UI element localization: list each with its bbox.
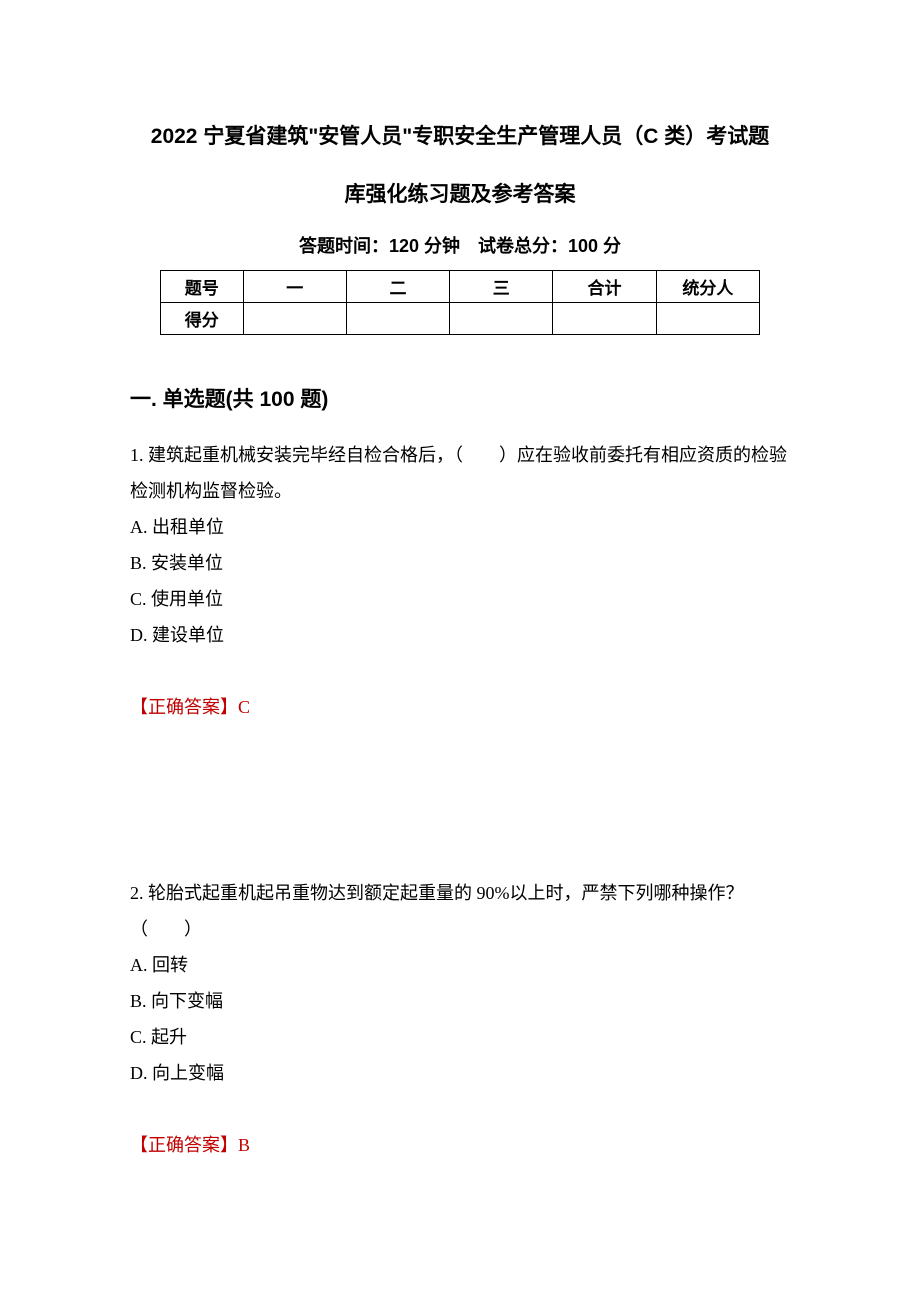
question-body: 建筑起重机械安装完毕经自检合格后，（ ）应在验收前委托有相应资质的检验检测机构监… xyxy=(130,445,787,501)
score-cell-empty xyxy=(450,303,553,335)
answer-value: B xyxy=(238,1135,250,1155)
score-header-cell: 三 xyxy=(450,271,553,303)
answer-value: C xyxy=(238,697,250,717)
question-option: C. 使用单位 xyxy=(130,581,790,617)
score-table: 题号 一 二 三 合计 统分人 得分 xyxy=(160,270,760,335)
question-body: 轮胎式起重机起吊重物达到额定起重量的 90%以上时，严禁下列哪种操作？（ ） xyxy=(130,883,744,939)
title-line-1: 2022 宁夏省建筑"安管人员"专职安全生产管理人员（C 类）考试题 xyxy=(130,120,790,150)
score-row-label: 得分 xyxy=(161,303,244,335)
score-cell-empty xyxy=(656,303,759,335)
question-option: A. 回转 xyxy=(130,947,790,983)
title-line-2: 库强化练习题及参考答案 xyxy=(130,178,790,208)
question-block: 1. 建筑起重机械安装完毕经自检合格后，（ ）应在验收前委托有相应资质的检验检测… xyxy=(130,437,790,725)
question-option: B. 向下变幅 xyxy=(130,983,790,1019)
question-block: 2. 轮胎式起重机起吊重物达到额定起重量的 90%以上时，严禁下列哪种操作？（ … xyxy=(130,875,790,1163)
question-option: C. 起升 xyxy=(130,1019,790,1055)
question-number: 2. xyxy=(130,883,144,903)
section-heading: 一. 单选题(共 100 题) xyxy=(130,383,790,413)
question-number: 1. xyxy=(130,445,144,465)
score-header-cell: 统分人 xyxy=(656,271,759,303)
question-text: 2. 轮胎式起重机起吊重物达到额定起重量的 90%以上时，严禁下列哪种操作？（ … xyxy=(130,875,790,947)
answer-line: 【正确答案】C xyxy=(130,689,790,725)
answer-label: 【正确答案】 xyxy=(130,1135,238,1155)
question-option: D. 建设单位 xyxy=(130,617,790,653)
question-option: B. 安装单位 xyxy=(130,545,790,581)
question-option: D. 向上变幅 xyxy=(130,1055,790,1091)
score-cell-empty xyxy=(243,303,346,335)
answer-label: 【正确答案】 xyxy=(130,697,238,717)
score-table-score-row: 得分 xyxy=(161,303,760,335)
question-text: 1. 建筑起重机械安装完毕经自检合格后，（ ）应在验收前委托有相应资质的检验检测… xyxy=(130,437,790,509)
answer-line: 【正确答案】B xyxy=(130,1127,790,1163)
spacing-gap xyxy=(130,745,790,875)
score-header-cell: 一 xyxy=(243,271,346,303)
score-table-header-row: 题号 一 二 三 合计 统分人 xyxy=(161,271,760,303)
score-cell-empty xyxy=(346,303,449,335)
question-option: A. 出租单位 xyxy=(130,509,790,545)
score-cell-empty xyxy=(553,303,656,335)
score-header-cell: 题号 xyxy=(161,271,244,303)
score-header-cell: 合计 xyxy=(553,271,656,303)
exam-meta: 答题时间：120 分钟 试卷总分：100 分 xyxy=(130,232,790,258)
score-header-cell: 二 xyxy=(346,271,449,303)
